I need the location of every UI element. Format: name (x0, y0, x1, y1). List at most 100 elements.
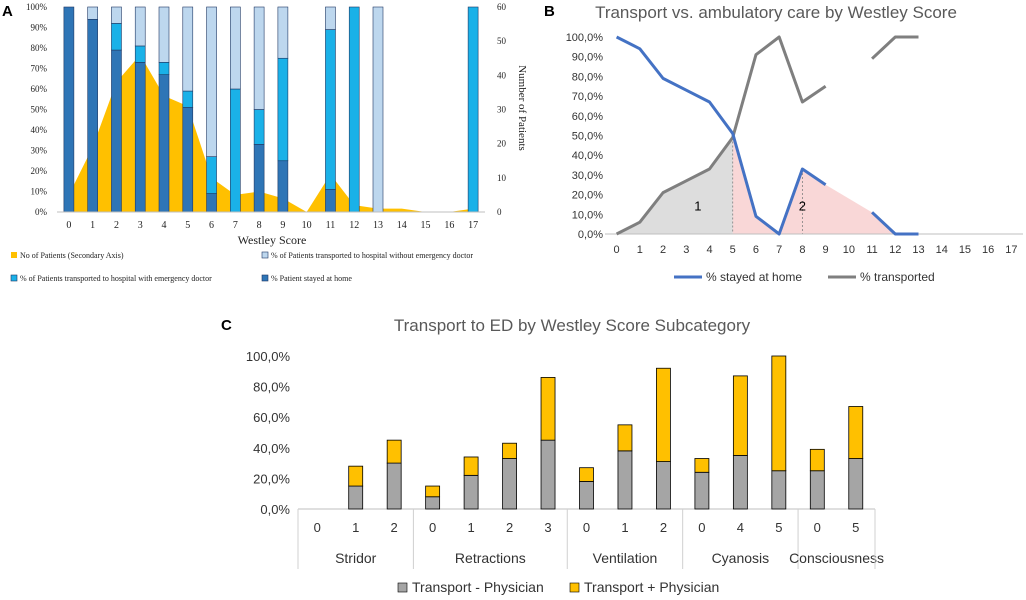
panel-a-y-right-tick: 10 (497, 173, 507, 183)
panel-b-y-tick: 0,0% (578, 229, 603, 241)
panel-a-y-tick: 40% (31, 125, 48, 135)
panel-c-x-tick: 0 (814, 520, 821, 535)
panel-c-bar-minus-physician (732, 455, 748, 510)
panel-c-bar-minus-physician (348, 485, 364, 510)
panel-c-bar-plus-physician (771, 355, 787, 472)
panel-a-bar-without (253, 6, 265, 110)
panel-c-y-tick: 0,0% (260, 502, 290, 517)
panel-b-y-tick: 100,0% (566, 32, 604, 44)
panel-c-x-tick: 0 (314, 520, 321, 535)
panel-a-bar-without (372, 6, 384, 213)
panel-b-y-tick: 10,0% (572, 209, 603, 221)
panel-a-y-tick: 70% (31, 64, 48, 74)
panel-c-y-tick: 40,0% (253, 441, 290, 456)
panel-a-bar-emergency (348, 6, 360, 213)
panel-b-x-tick: 14 (936, 244, 948, 256)
panel-a-bar-emergency (325, 29, 336, 190)
panel-c-bar-minus-physician (386, 462, 402, 510)
panel-b-legend-label-1: % stayed at home (706, 270, 802, 284)
panel-b-line-transported (871, 35, 919, 60)
panel-c-bar-minus-physician (848, 458, 864, 510)
panel-c-bar-plus-physician (540, 377, 556, 441)
panel-a-x-tick: 0 (66, 220, 71, 231)
panel-a-x-tick: 8 (257, 220, 262, 231)
panel-a-bar-without (134, 6, 146, 47)
panel-c-bar-minus-physician (425, 496, 441, 510)
panel-c-title: Transport to ED by Westley Score Subcate… (394, 316, 751, 335)
panel-c-bar-minus-physician (540, 439, 556, 510)
panel-a-x-tick: 6 (209, 220, 214, 231)
panel-c: 0,0% 20,0% 40,0% 60,0% 80,0% 100,0% 0 1 2 Stridor… (246, 349, 884, 595)
panel-a-y-tick: 90% (31, 23, 48, 33)
panel-b-line-home (615, 35, 827, 236)
panel-a-bar-without (230, 6, 241, 90)
panel-c-group-label: Retractions (455, 550, 526, 566)
panel-b-x-tick: 12 (889, 244, 901, 256)
panel-c-x-tick: 5 (852, 520, 859, 535)
panel-a-bar-home (111, 49, 122, 213)
panel-a-y-tick: 30% (31, 146, 48, 156)
panel-a-x-tick: 9 (280, 220, 285, 231)
panel-b-annotation-1: 1 (694, 198, 701, 213)
panel-b-legend-label-2: % transported (860, 270, 935, 284)
panel-a-bar-without (158, 6, 170, 63)
panel-a-bar-emergency (206, 156, 217, 194)
panel-c-bar-plus-physician (348, 465, 364, 487)
panel-a-y-tick: 100% (26, 2, 48, 12)
panel-a-x-tick: 11 (326, 220, 336, 231)
panel-c-bar-plus-physician (809, 448, 825, 472)
panel-c-group-label: Consciousness (789, 550, 884, 566)
panel-a-x-tick: 17 (468, 220, 478, 231)
panel-c-bar-plus-physician (425, 485, 441, 498)
panel-b-annotation-2: 2 (799, 198, 806, 213)
panel-c-bar-minus-physician (617, 450, 633, 510)
panel-a-bar-home (87, 18, 98, 213)
panel-c-x-tick: 2 (660, 520, 667, 535)
panel-b-y-tick: 80,0% (572, 71, 603, 83)
panel-b-x-tick: 6 (753, 244, 759, 256)
panel-a-bar-home (277, 160, 289, 213)
panel-b-x-tick: 11 (866, 244, 877, 256)
panel-a-y-right-tick: 60 (497, 2, 507, 12)
panel-b-x-tick: 5 (730, 244, 736, 256)
panel-b-y-tick: 40,0% (572, 150, 603, 162)
panel-c-bar-plus-physician (463, 456, 479, 476)
panel-c-bar-minus-physician (463, 474, 479, 510)
panel-a-y-right-tick: 20 (497, 139, 507, 149)
panel-c-x-tick: 1 (621, 520, 628, 535)
panel-a-x-tick: 4 (162, 220, 167, 231)
panel-c-label: C (221, 317, 232, 334)
panel-c-legend-label-2: Transport + Physician (584, 579, 719, 595)
panel-a-legend-label-home: % Patient stayed at home (271, 274, 352, 283)
panel-c-y-tick: 60,0% (253, 410, 290, 425)
panel-a-x-tick: 5 (185, 220, 190, 231)
panel-a-bar-emergency (277, 57, 289, 162)
panel-b-x-tick: 0 (614, 244, 620, 256)
panel-a-legend-swatch-emergency (10, 274, 18, 282)
panel-c-x-tick: 4 (737, 520, 744, 535)
panel-b-x-tick: 7 (776, 244, 782, 256)
panel-c-x-tick: 1 (352, 520, 359, 535)
panel-a-x-tick: 10 (302, 220, 312, 231)
panel-c-bar-plus-physician (694, 458, 710, 473)
panel-c-bar-plus-physician (502, 442, 517, 459)
panel-a-bar-emergency (253, 109, 265, 145)
panel-b-x-tick: 3 (683, 244, 689, 256)
panel-c-bar-plus-physician (579, 467, 594, 482)
panel-c-group-label: Cyanosis (712, 550, 770, 566)
panel-a-x-tick: 16 (444, 220, 454, 231)
panel-c-x-tick: 2 (506, 520, 513, 535)
panel-b-x-tick: 4 (706, 244, 712, 256)
panel-b-x-tick: 17 (1005, 244, 1017, 256)
panel-a-y-right-tick: 40 (497, 70, 507, 80)
panel-c-x-tick: 2 (391, 520, 398, 535)
panel-b-line-home (871, 211, 919, 236)
panel-c-x-tick: 5 (775, 520, 782, 535)
panel-a-bar-home (158, 74, 170, 213)
panel-a-bar-emergency (467, 6, 479, 213)
panel-b: 0,0% 10,0% 20,0% 30,0% 40,0% 50,0% 60,0% 70,0% 8… (566, 32, 1023, 284)
panel-b-x-tick: 1 (637, 244, 643, 256)
panel-a-y-tick: 20% (31, 166, 48, 176)
panel-c-bar-minus-physician (771, 470, 787, 510)
